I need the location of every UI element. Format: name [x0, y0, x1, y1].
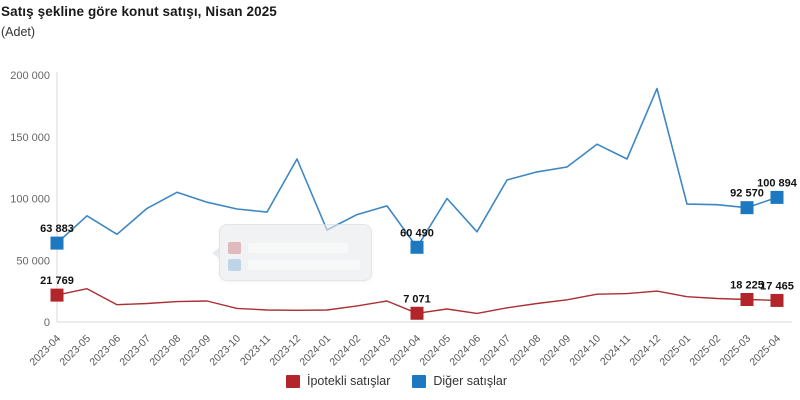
- data-point-label: 17 465: [760, 280, 794, 292]
- data-point-marker[interactable]: [770, 293, 784, 307]
- legend-item-other-sales[interactable]: Diğer satışlar: [412, 374, 507, 388]
- x-tick-label: 2024-03: [357, 333, 393, 369]
- x-tick-label: 2025-04: [747, 333, 783, 369]
- x-tick-label: 2024-08: [507, 333, 543, 369]
- data-point-marker[interactable]: [50, 236, 64, 250]
- x-tick-label: 2024-06: [447, 333, 483, 369]
- x-tick-label: 2024-07: [477, 333, 513, 369]
- tooltip-placeholder-row: [248, 260, 360, 270]
- x-tick-label: 2024-05: [417, 333, 453, 369]
- data-point-label: 21 769: [40, 275, 74, 287]
- x-tick-label: 2023-09: [177, 333, 213, 369]
- legend-item-mortgaged-sales[interactable]: İpotekli satışlar: [286, 374, 390, 388]
- x-tick-label: 2023-08: [147, 333, 183, 369]
- x-tick-label: 2024-01: [297, 333, 333, 369]
- series-line-other-sales: [56, 87, 778, 249]
- chart-legend: İpotekli satışlar Diğer satışlar: [286, 374, 507, 388]
- tooltip-arrow-icon: [212, 247, 220, 259]
- data-point-marker[interactable]: [410, 306, 424, 320]
- legend-label: Diğer satışlar: [433, 374, 508, 388]
- x-tick-label: 2025-01: [657, 333, 693, 369]
- data-point-label: 92 570: [730, 188, 764, 200]
- y-tick-label: 150 000: [10, 132, 50, 144]
- x-tick-label: 2024-02: [327, 333, 363, 369]
- x-tick-label: 2023-12: [267, 333, 303, 369]
- data-point-label: 7 071: [403, 293, 431, 305]
- data-point-marker[interactable]: [740, 201, 754, 215]
- y-tick-label: 100 000: [10, 194, 50, 206]
- x-tick-label: 2024-04: [387, 333, 423, 369]
- chart-title: Satış şekline göre konut satışı, Nisan 2…: [1, 4, 277, 19]
- data-point-marker[interactable]: [740, 292, 754, 306]
- y-tick-label: 0: [44, 317, 50, 329]
- data-point-label: 18 225: [730, 279, 764, 291]
- x-tick-label: 2025-03: [717, 333, 753, 369]
- legend-swatch-red-icon: [286, 374, 300, 388]
- x-tick-label: 2023-05: [57, 333, 93, 369]
- x-tick-label: 2024-11: [598, 333, 633, 368]
- x-tick-label: 2023-07: [117, 333, 153, 369]
- legend-label: İpotekli satışlar: [307, 374, 391, 388]
- tooltip-swatch-red-icon: [228, 242, 241, 254]
- x-tick-label: 2024-09: [537, 333, 573, 369]
- ghost-tooltip: [212, 224, 372, 281]
- data-point-label: 63 883: [40, 223, 74, 235]
- x-tick-label: 2023-06: [87, 333, 123, 369]
- y-tick-label: 50 000: [16, 255, 50, 267]
- chart-unit-label: (Adet): [1, 25, 36, 39]
- data-point-label: 100 894: [757, 177, 798, 189]
- tooltip-swatch-blue-icon: [228, 259, 241, 271]
- x-tick-label: 2023-10: [207, 333, 243, 369]
- data-point-marker[interactable]: [50, 288, 64, 302]
- x-tick-label: 2023-04: [27, 333, 63, 369]
- x-tick-label: 2023-11: [238, 333, 273, 368]
- data-point-marker[interactable]: [410, 240, 424, 254]
- x-tick-label: 2024-12: [627, 333, 663, 369]
- data-point-label: 60 490: [400, 227, 434, 239]
- x-tick-label: 2025-02: [687, 333, 723, 369]
- tooltip-placeholder-row: [248, 243, 348, 253]
- data-point-marker[interactable]: [770, 190, 784, 204]
- x-tick-label: 2024-10: [567, 333, 603, 369]
- y-tick-label: 200 000: [10, 70, 50, 82]
- legend-swatch-blue-icon: [412, 374, 427, 388]
